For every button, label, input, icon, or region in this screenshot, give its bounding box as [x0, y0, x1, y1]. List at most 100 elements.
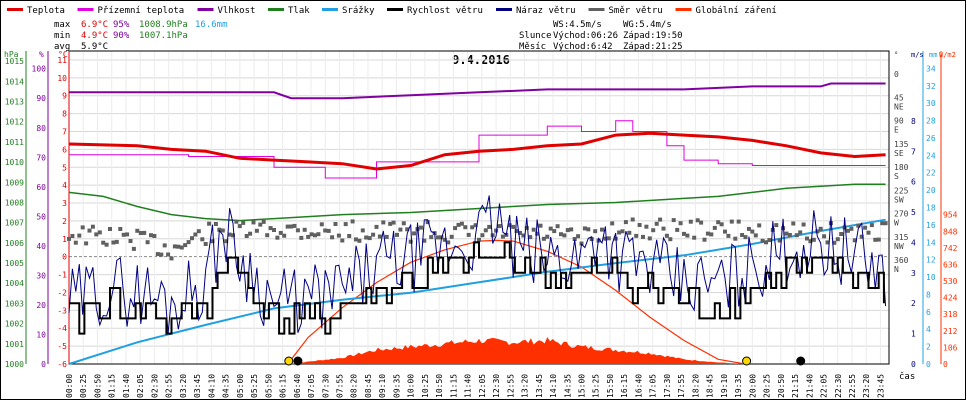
dir-axis-dir-name: N	[894, 265, 899, 274]
x-tick-label: 07:30	[321, 374, 330, 398]
series-precipitation	[68, 218, 886, 365]
wm2-axis-tick: 636	[943, 260, 958, 269]
mm-axis-tick: 22	[926, 169, 936, 178]
pct-axis-tick: 50	[36, 212, 46, 221]
wind-direction-point	[309, 232, 314, 237]
legend-swatch	[496, 8, 512, 11]
wind-direction-point	[675, 227, 680, 232]
wind-direction-point	[637, 223, 642, 227]
wind-direction-point	[835, 237, 840, 242]
axis-unit-wm2: W/m2	[939, 51, 956, 59]
wind-direction-point	[254, 228, 259, 233]
wind-direction-point	[743, 235, 748, 240]
hpa-axis-tick: 1006	[5, 239, 24, 248]
temp-axis-tick: 8	[62, 110, 67, 119]
ms-axis-tick: 1	[911, 330, 916, 339]
wind-direction-point	[811, 237, 816, 242]
wind-direction-point	[224, 239, 229, 244]
wind-direction-point	[849, 226, 854, 231]
dir-axis-tick: 90	[894, 117, 904, 126]
x-tick-label: 12:30	[492, 374, 501, 398]
mm-axis-tick: 0	[926, 360, 931, 369]
pct-axis-tick: 10	[36, 330, 46, 339]
wind-direction-point	[203, 242, 208, 246]
wind-direction-point	[623, 220, 628, 225]
wind-direction-point	[750, 229, 755, 234]
wind-direction-point	[794, 233, 799, 238]
wm2-axis-tick: 954	[943, 211, 958, 220]
x-tick-label: 02:55	[165, 374, 174, 398]
legend-label: Vlhkost	[218, 6, 256, 16]
series-radiation-measured	[287, 337, 746, 364]
wind-direction-point	[791, 221, 796, 226]
x-tick-label: 08:45	[364, 374, 373, 398]
dir-axis-dir-name: NE	[894, 102, 904, 111]
stat-max-hum: 95%	[113, 20, 130, 30]
temp-axis-tick: -1	[57, 271, 67, 280]
sunset: Západ:19:50	[623, 31, 683, 41]
wind-direction-point	[217, 227, 222, 232]
wind-direction-point	[603, 236, 608, 241]
plot-area	[67, 82, 888, 366]
wind-direction-point	[408, 239, 413, 244]
x-tick-label: 13:20	[521, 374, 530, 398]
wind-direction-point	[442, 237, 447, 242]
wind-direction-point	[815, 229, 820, 234]
ms-axis-tick: 2	[911, 299, 916, 308]
x-tick-label: 05:00	[236, 374, 245, 398]
wind-direction-point	[661, 226, 666, 231]
wind-direction-point	[200, 237, 205, 242]
astro-info: WS:4.5m/s WG:5.4m/s Slunce Východ:06:26 …	[519, 20, 683, 52]
mm-axis-tick: 14	[926, 238, 936, 247]
wind-direction-point	[873, 237, 878, 242]
wind-direction-point	[384, 234, 389, 239]
wind-direction-point	[193, 232, 198, 237]
wind-direction-point	[278, 230, 283, 235]
wind-direction-point	[606, 236, 611, 241]
wind-direction-point	[808, 239, 813, 244]
wind-direction-point	[169, 256, 174, 261]
wind-direction-point	[617, 230, 622, 235]
wind-direction-point	[326, 228, 331, 233]
x-tick-label: 16:40	[634, 374, 643, 398]
wind-direction-point	[268, 226, 273, 231]
wind-direction-point	[364, 235, 369, 240]
wind-direction-point	[142, 230, 147, 235]
wind-direction-point	[565, 228, 570, 233]
x-tick-label: 06:40	[293, 374, 302, 398]
wind-direction-point	[220, 228, 225, 233]
pct-axis-tick: 80	[36, 124, 46, 133]
wind-direction-point	[528, 235, 533, 240]
wind-direction-point	[518, 230, 522, 235]
wind-direction-point	[374, 224, 379, 229]
wind-direction-point	[859, 234, 864, 239]
wind-direction-point	[651, 228, 656, 233]
x-axis-label: čas	[899, 371, 915, 382]
wind-direction-point	[729, 219, 734, 224]
legend-swatch	[197, 8, 214, 11]
x-tick-label: 07:55	[335, 374, 344, 398]
x-tick-label: 15:00	[578, 374, 587, 398]
wind-direction-point	[422, 238, 427, 243]
wind-direction-point	[852, 238, 857, 243]
wind-direction-point	[688, 219, 693, 224]
dir-axis-tick: 225	[894, 186, 909, 195]
wind-direction-point	[70, 234, 75, 238]
x-tick-label: 01:15	[108, 374, 117, 398]
sunset-marker	[742, 356, 752, 366]
wind-direction-point	[265, 233, 270, 238]
wind-direction-point	[449, 234, 454, 239]
wind-direction-point	[582, 226, 587, 231]
wind-direction-point	[787, 233, 792, 237]
legend-swatch	[7, 8, 23, 11]
wind-direction-point	[733, 236, 738, 241]
wind-direction-point	[425, 220, 430, 225]
legend-swatch	[77, 8, 94, 11]
mm-axis-tick: 32	[926, 82, 936, 91]
wind-direction-point	[313, 233, 317, 238]
wind-direction-point	[545, 234, 550, 239]
wind-direction-point	[333, 222, 338, 226]
wind-direction-point	[319, 222, 324, 227]
x-tick-label: 04:10	[207, 374, 216, 398]
wind-direction-point	[552, 229, 557, 234]
